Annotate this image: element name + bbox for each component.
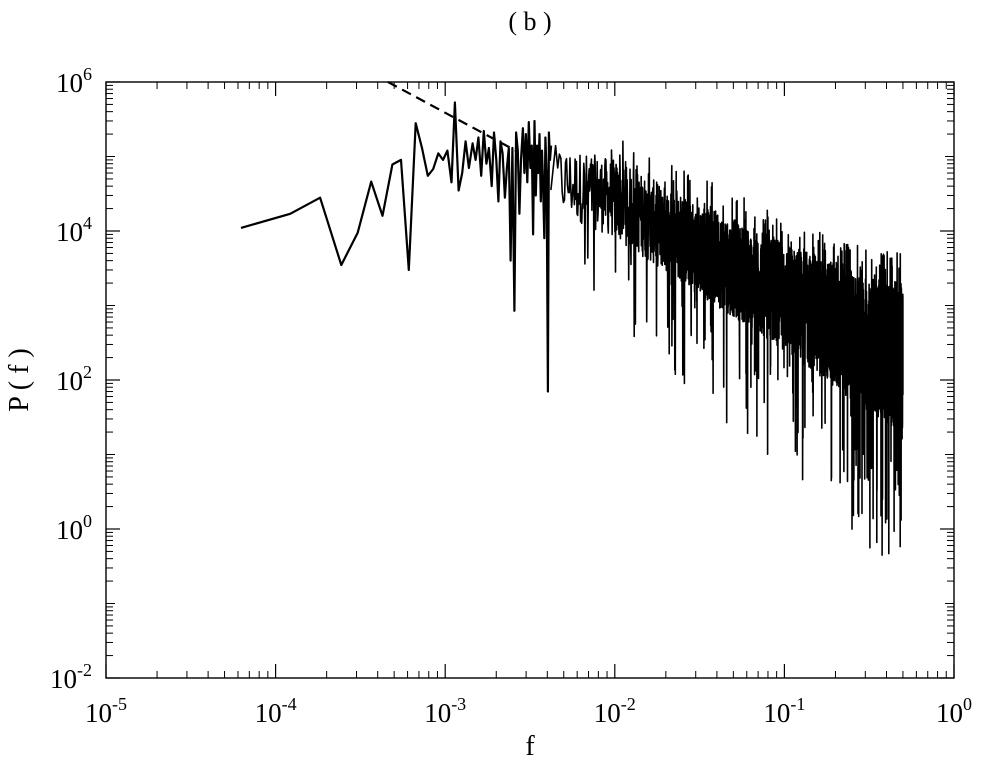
x-axis-label: f [525,731,535,761]
y-tick-label: 100 [56,511,92,545]
x-tick-label: 10-2 [594,694,636,728]
x-tick-label: 10-4 [255,694,297,728]
x-tick-label: 10-3 [424,694,466,728]
spectrum-noise-line [550,140,904,556]
y-tick-label: 106 [56,64,92,98]
plot-area [240,81,904,556]
fit-line-dashed [387,81,517,152]
plot-frame [105,81,955,679]
x-tick-label: 10-1 [763,694,805,728]
y-tick-label: 102 [56,362,92,396]
x-tick-label: 100 [936,694,972,728]
y-tick-label: 104 [56,213,92,247]
chart-title: ( b ) [508,7,551,36]
spectrum-line [240,101,553,393]
x-tick-label: 10-5 [85,694,127,728]
x-axis: 10-5 10-4 10-3 10-2 10-1 100 [85,82,972,728]
y-tick-label: 10-2 [50,660,92,694]
y-axis: 10-2 100 102 104 106 [50,64,954,694]
y-axis-label: P ( f ) [4,348,35,412]
